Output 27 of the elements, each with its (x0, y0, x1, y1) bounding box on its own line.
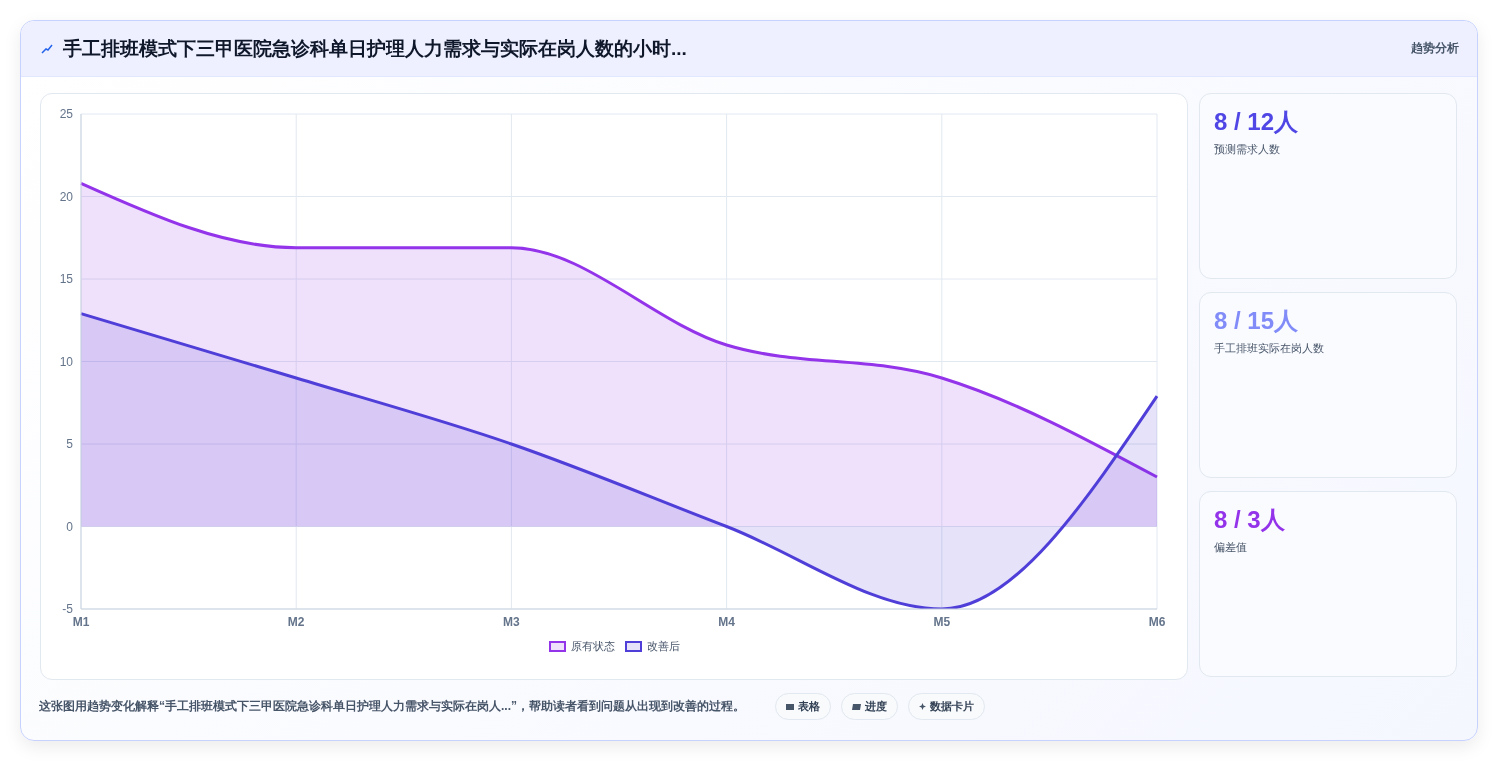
x-tick-label: M1 (72, 614, 90, 629)
legend-label: 原有状态 (570, 639, 615, 654)
text: 进度 (841, 693, 899, 720)
y-tick-label: -5 (62, 602, 74, 617)
text: 8 / 3人 (1214, 505, 1286, 535)
text: 趋势分析 (1411, 40, 1459, 57)
text: 8 / 15人 (1214, 306, 1300, 336)
text: 8 / 12人 (1214, 107, 1300, 137)
x-tick-label: M6 (1148, 614, 1166, 629)
y-tick-label: 15 (59, 272, 74, 287)
y-tick-label: 20 (59, 189, 74, 204)
y-tick-label: 25 (59, 107, 74, 122)
y-tick-label: 5 (66, 437, 74, 452)
y-tick-label: 10 (59, 354, 74, 369)
text: 手工排班实际在岗人数 (1214, 341, 1325, 356)
text: 偏差值 (1214, 540, 1248, 555)
x-tick-label: M2 (287, 614, 305, 629)
y-tick-label: 0 (66, 519, 74, 534)
x-tick-label: M4 (718, 614, 736, 629)
text: 表格 (775, 693, 832, 720)
x-tick-label: M3 (503, 614, 521, 629)
legend-label: 改善后 (646, 639, 680, 654)
text: 数据卡片 (908, 693, 986, 720)
chart-title: 手工排班模式下三甲医院急诊科单日护理人力需求与实际在岗人数的小时... (63, 36, 688, 61)
text: 预测需求人数 (1214, 142, 1281, 157)
x-tick-label: M5 (933, 614, 951, 629)
text: 这张图用趋势变化解释“手工排班模式下三甲医院急诊科单日护理人力需求与实际在岗人...”，帮助读者看到问题从出现到改善的过程。 (39, 698, 746, 715)
